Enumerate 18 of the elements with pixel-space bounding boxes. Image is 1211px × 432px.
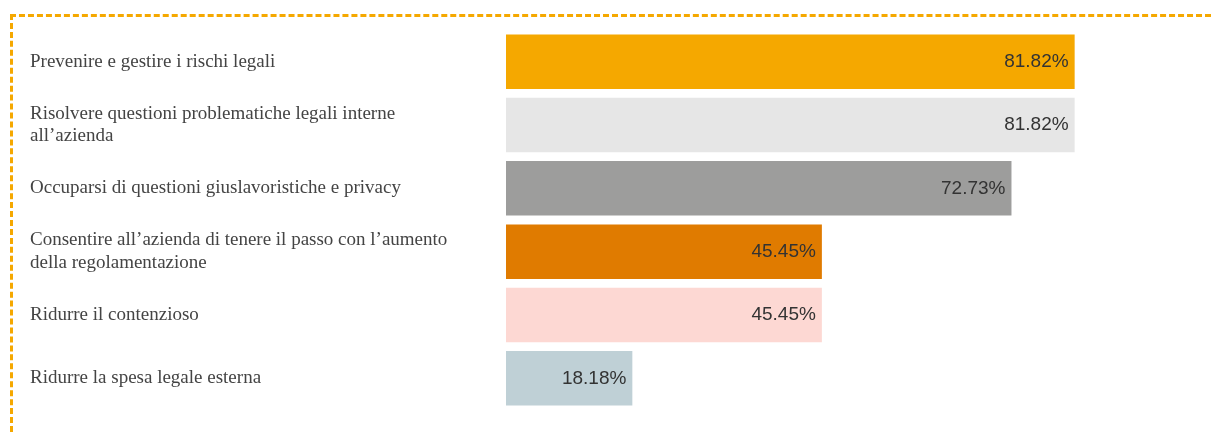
y-tick-label: Risolvere questioni problematiche legali interne all’azienda: [30, 101, 396, 146]
data-label: 81.82%: [1004, 49, 1069, 71]
y-tick-label: Consentire all’azienda di tenere il passo con l’aumento della regolamentazione: [30, 228, 448, 273]
bar: [506, 161, 1012, 216]
y-tick-label: Ridurre il contenzioso: [30, 302, 199, 324]
y-tick-label: Ridurre la spesa legale esterna: [30, 366, 262, 388]
y-tick-label: Occuparsi di questioni giuslavoristiche e privacy: [30, 176, 402, 198]
bar: [506, 224, 822, 279]
bar: [506, 287, 822, 343]
data-label: 18.18%: [561, 366, 627, 388]
data-label: 72.73%: [941, 176, 1006, 198]
data-label: 45.45%: [751, 239, 816, 261]
data-label: 81.82%: [1004, 113, 1069, 135]
bar: [506, 351, 633, 406]
data-label: 45.45%: [751, 303, 816, 325]
bar: [506, 97, 1075, 153]
y-tick-label: Prevenire e gestire i rischi legali: [30, 49, 276, 71]
bar: [506, 34, 1075, 89]
